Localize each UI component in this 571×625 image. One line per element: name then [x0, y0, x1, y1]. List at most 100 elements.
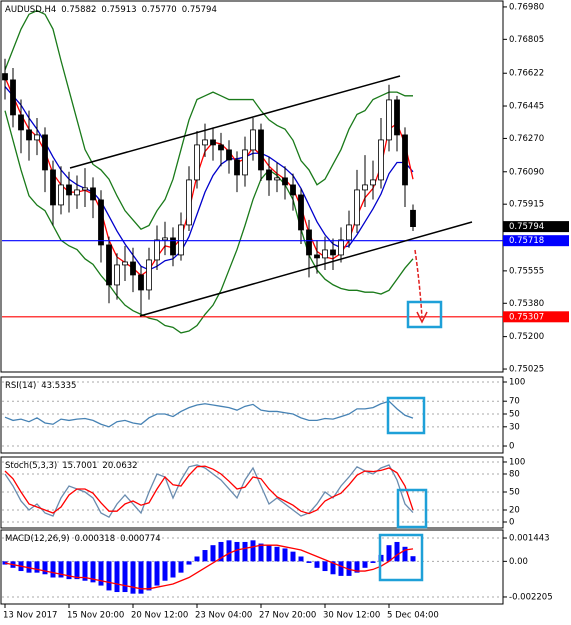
histogram-bar [370, 561, 376, 563]
candle-body [258, 129, 264, 171]
y-tick-label: 0.75915 [509, 200, 544, 210]
indicator-line [4, 400, 414, 428]
histogram-bar [338, 561, 344, 576]
indicator-line [4, 465, 414, 515]
histogram-bar [330, 561, 336, 575]
histogram-bar [314, 561, 320, 568]
candle-body [322, 249, 328, 259]
histogram-bar [386, 545, 392, 562]
candle-body [378, 139, 384, 181]
price-label-bg [503, 311, 569, 323]
highlight-box [396, 488, 428, 529]
y-tick-label: 0 [509, 442, 514, 452]
header-value: 43.5335 [41, 381, 76, 391]
current-price-label: 0.75794 [509, 222, 544, 232]
candle-body [90, 187, 96, 201]
indicator-line [4, 77, 414, 277]
y-tick-label: 80 [509, 469, 520, 479]
x-tick-label: 5 Dec 04:00 [387, 611, 439, 621]
header-value: 0.75770 [142, 5, 177, 15]
candle-body [162, 237, 168, 241]
histogram-bar [114, 561, 120, 593]
price-label-bg [503, 235, 569, 247]
x-tick-label: 27 Nov 20:00 [259, 611, 316, 621]
y-tick-label: 50 [509, 487, 520, 497]
histogram-bar [98, 561, 104, 586]
histogram-bar [290, 551, 296, 562]
header-value: 0.000774 [120, 534, 161, 544]
histogram-bar [250, 540, 256, 562]
candle-body [314, 254, 320, 259]
panel-header: MACD(12,26,9) 0.000318 0.000774 [5, 534, 161, 544]
candle-body [306, 229, 312, 256]
candle-body [18, 114, 24, 131]
candle-body [242, 149, 248, 176]
histogram-bar [234, 541, 240, 562]
x-tick-label: 15 Nov 20:00 [67, 611, 124, 621]
y-tick-label: 0.001443 [509, 534, 550, 544]
header-value: 0.75913 [101, 5, 136, 15]
y-tick-label: 0.76090 [509, 167, 544, 177]
highlight-box [386, 396, 426, 435]
histogram-bar [42, 561, 48, 575]
histogram-bar [186, 561, 192, 565]
x-tick-label: 20 Nov 12:00 [131, 611, 188, 621]
indicator-name: RSI(14) [5, 381, 36, 391]
candle-body [282, 177, 288, 186]
candle-body [226, 149, 232, 161]
histogram-bar [410, 556, 416, 562]
indicator-line [4, 110, 414, 334]
arrow-head [416, 311, 428, 324]
histogram-bar [210, 545, 216, 562]
candle-body [202, 139, 208, 146]
candle-body [122, 261, 128, 266]
y-tick-label: 0.76805 [509, 35, 544, 45]
candle-body [170, 237, 176, 256]
histogram-bar [170, 561, 176, 578]
histogram-bar [138, 561, 144, 594]
candle-body [298, 194, 304, 231]
candle-body [50, 169, 56, 206]
header-value: 0.75882 [61, 5, 96, 15]
candle-body [266, 169, 272, 181]
histogram-bar [266, 545, 272, 562]
x-tick-label: 23 Nov 04:00 [195, 611, 252, 621]
price-label: 0.75307 [509, 312, 544, 322]
y-tick-label: -0.002205 [509, 592, 553, 602]
candle-body [178, 224, 184, 256]
panel-frame [0, 376, 504, 454]
histogram-bar [154, 561, 160, 586]
histogram-bar [74, 561, 80, 580]
price-label: 0.75718 [509, 236, 544, 246]
header-value: 0.000318 [75, 534, 116, 544]
y-tick-label: 0.75025 [509, 365, 544, 375]
candle-body [250, 129, 256, 151]
histogram-bar [66, 561, 72, 580]
histogram-bar [362, 561, 368, 568]
histogram-bar [58, 561, 64, 578]
y-tick-label: 0 [509, 517, 514, 527]
histogram-bar [122, 561, 128, 593]
histogram-bar [162, 561, 168, 581]
candle-body [138, 274, 144, 291]
candle-body [74, 189, 80, 196]
candle-body [394, 99, 400, 136]
histogram-bar [146, 561, 152, 591]
header-value: 0.75794 [182, 5, 217, 15]
panel-header: AUDUSD,H4 0.75882 0.75913 0.75770 0.75794 [5, 5, 217, 15]
candle-body [338, 239, 344, 256]
candle-body [2, 73, 8, 81]
candle-body [354, 189, 360, 226]
panel-header: RSI(14) 43.5335 [5, 381, 76, 391]
candle-body [186, 179, 192, 226]
candle-body [34, 134, 40, 141]
candle-body [98, 199, 104, 246]
indicator-name: AUDUSD,H4 [5, 5, 56, 15]
candle-body [10, 79, 16, 116]
histogram-bar [322, 561, 328, 572]
header-value: 15.7001 [62, 461, 97, 471]
y-tick-label: 0.76622 [509, 69, 544, 79]
drawings [69, 75, 473, 582]
histogram-bar [106, 561, 112, 591]
panel-frame [0, 529, 504, 605]
